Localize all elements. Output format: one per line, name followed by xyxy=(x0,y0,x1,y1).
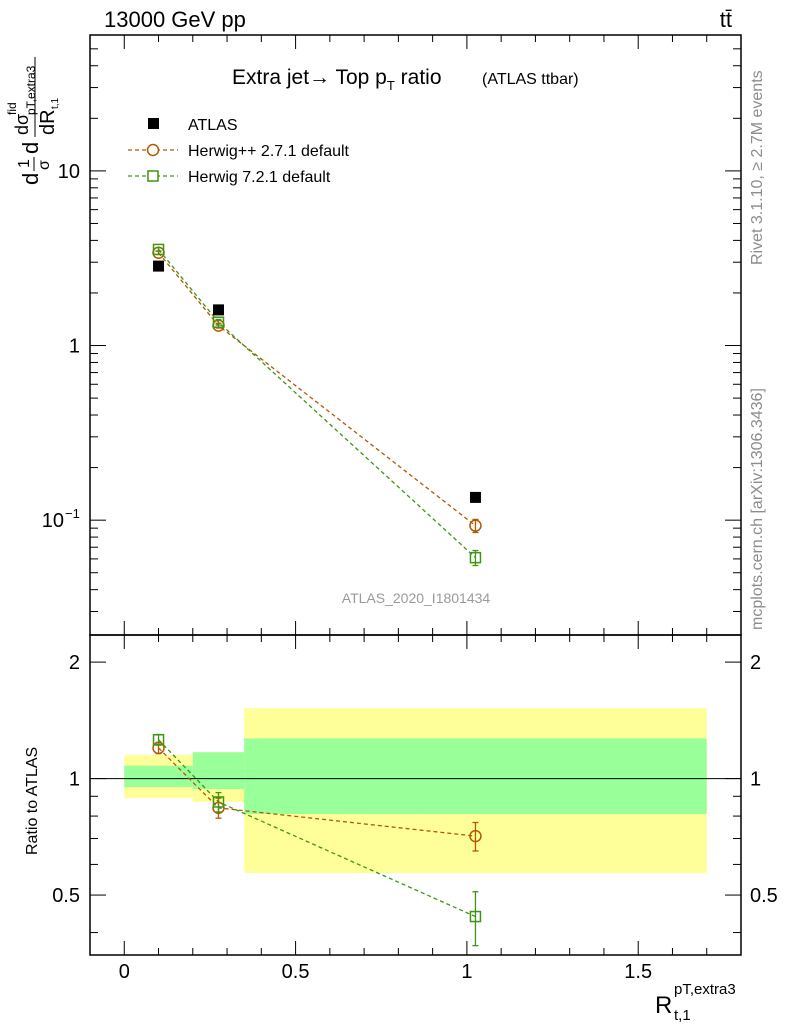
legend-atlas-marker xyxy=(148,118,159,129)
x-tick-label: 1.5 xyxy=(624,961,652,983)
title-arrow: → xyxy=(309,66,330,89)
y-tick-label-0.1: 10 xyxy=(42,510,64,532)
legend: ATLAS Herwig++ 2.7.1 default Herwig 7.2.… xyxy=(128,117,350,186)
data-markers xyxy=(152,243,482,947)
ratio-uncertainty-bands xyxy=(124,708,707,874)
ylabel-frac2-num: dσ xyxy=(12,114,32,135)
legend-atlas-label: ATLAS xyxy=(188,117,238,134)
analysis-label: ATLAS_2020_I1801434 xyxy=(342,590,491,606)
atlas-main-point xyxy=(469,491,481,503)
herwigpp-main-line xyxy=(158,252,476,527)
herwig7-ratio-point xyxy=(152,733,165,746)
chart-title-small: (ATLAS ttbar) xyxy=(482,71,579,88)
x-axis-label: R pT,extra3 t,1 xyxy=(655,981,736,1024)
ratio-band-green-0 xyxy=(124,765,193,788)
herwig7-main-point xyxy=(469,551,482,564)
ylabel-frac2-den: dR xyxy=(37,109,59,135)
title-main: Extra jet xyxy=(232,66,309,89)
herwig7-main-point xyxy=(212,316,225,328)
herwig7-ratio-point xyxy=(469,910,482,923)
title-tail: Top p xyxy=(330,66,387,89)
ratio-y-tick-label-right: 2 xyxy=(750,652,761,674)
xlabel-main: R xyxy=(655,992,672,1019)
title-end: ratio xyxy=(395,66,442,89)
x-tick-label: 0.5 xyxy=(282,961,310,983)
y-axis-label: d 1 σ d dσ fid pT,extra3 dR t,1 xyxy=(5,57,61,185)
x-tick-label: 0 xyxy=(119,961,130,983)
x-tick-label: 1 xyxy=(461,961,472,983)
legend-herwigpp-marker xyxy=(146,143,160,157)
y-tick-label-1: 1 xyxy=(69,336,80,358)
ratio-y-label: Ratio to ATLAS xyxy=(24,747,41,855)
y-tick-label-exponent: −1 xyxy=(65,506,80,521)
atlas-main-point xyxy=(212,304,224,316)
herwigpp-main-point xyxy=(469,519,482,532)
ratio-y-tick-label: 1 xyxy=(69,769,80,791)
chart-title: Extra jet→ Top pT ratio xyxy=(232,66,442,93)
legend-herwig7-label: Herwig 7.2.1 default xyxy=(188,169,331,186)
header-energy-label: 13000 GeV pp xyxy=(104,7,246,32)
axis-ticks xyxy=(89,34,741,955)
ylabel-frac1-den: σ xyxy=(36,160,53,170)
mcplots-label: mcplots.cern.ch [arXiv:1306.3436] xyxy=(749,388,766,630)
y-tick-label-10: 10 xyxy=(58,161,80,183)
rivet-version-label: Rivet 3.1.10, ≥ 2.7M events xyxy=(749,70,766,265)
ylabel-d2: d xyxy=(18,142,43,154)
xlabel-sub: t,1 xyxy=(674,1007,691,1024)
ylabel-frac2-num-sub: pT,extra3 xyxy=(24,65,38,115)
ratio-y-tick-label-right: 0.5 xyxy=(750,885,778,907)
xlabel-sup: pT,extra3 xyxy=(674,981,736,998)
herwig7-main-line xyxy=(158,249,476,559)
ratio-y-tick-label-right: 1 xyxy=(750,769,761,791)
herwig7-main-point xyxy=(152,243,165,256)
title-subscript: T xyxy=(387,78,395,93)
legend-herwigpp-label: Herwig++ 2.7.1 default xyxy=(188,143,350,160)
herwig7-ratio-point xyxy=(212,796,225,808)
herwigpp-ratio-point xyxy=(469,829,482,843)
header-process-label: tt̄ xyxy=(720,7,732,32)
legend-herwig7-marker xyxy=(147,170,159,182)
ylabel-frac2-den-sub: t,1 xyxy=(50,97,61,109)
atlas-main-point xyxy=(153,260,165,272)
ylabel-frac2-num-sup: fid xyxy=(5,102,19,115)
ratio-y-tick-label: 2 xyxy=(69,652,80,674)
ratio-band-green-1 xyxy=(192,752,245,789)
ratio-band-green-2 xyxy=(244,738,707,814)
ratio-y-tick-label: 0.5 xyxy=(52,885,80,907)
ylabel-frac1-num: 1 xyxy=(16,159,33,168)
ratio-plot-frame xyxy=(89,634,742,956)
ylabel-d1: d xyxy=(18,173,43,185)
